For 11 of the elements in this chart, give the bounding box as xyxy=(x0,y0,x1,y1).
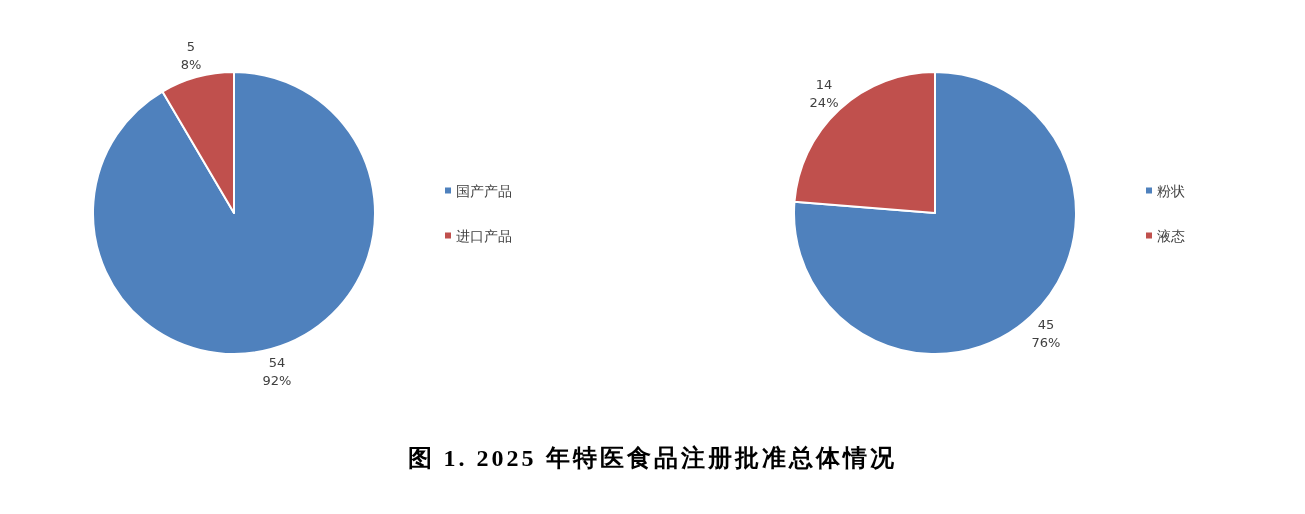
legend-label: 液态 xyxy=(1157,227,1185,244)
legend-label: 粉状 xyxy=(1157,182,1185,199)
data-label: 14 24% xyxy=(809,76,839,110)
data-label: 45 76% xyxy=(1031,317,1061,351)
pie-slice xyxy=(793,71,1077,355)
data-label: 5 8% xyxy=(180,39,202,73)
legend-label: 进口产品 xyxy=(456,227,512,244)
pie-slice xyxy=(92,71,376,355)
data-label: 54 92% xyxy=(262,354,292,388)
legend-label: 国产产品 xyxy=(456,182,512,199)
caption: 图 1. 2025 年特医食品注册批准总体情况 xyxy=(407,445,897,471)
